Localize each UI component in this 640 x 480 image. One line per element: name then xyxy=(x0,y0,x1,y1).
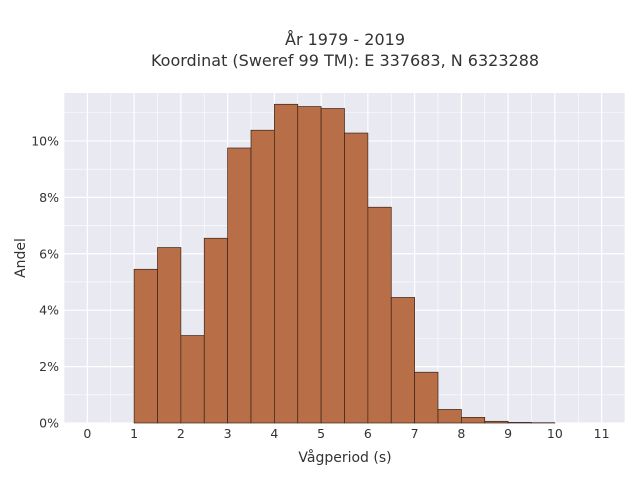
y-tick-label: 10% xyxy=(31,133,59,148)
histogram-bar xyxy=(437,409,462,424)
y-tick-label: 6% xyxy=(39,246,59,261)
x-tick-label: 6 xyxy=(364,426,372,441)
histogram-bar xyxy=(157,247,182,424)
x-tick-label: 2 xyxy=(177,426,185,441)
x-axis-title: Vågperiod (s) xyxy=(298,449,391,466)
x-tick-label: 9 xyxy=(504,426,512,441)
chart-title-line-2: Koordinat (Sweref 99 TM): E 337683, N 63… xyxy=(151,51,539,70)
x-tick-label: 3 xyxy=(224,426,232,441)
y-tick-label: 8% xyxy=(39,190,59,205)
y-axis-ticks: 0% 2% 4% 6% 8% 10% xyxy=(31,133,59,430)
histogram-bar xyxy=(367,206,392,424)
histogram-bars xyxy=(133,103,556,424)
x-tick-label: 4 xyxy=(270,426,278,441)
histogram-bar xyxy=(344,132,369,424)
y-tick-label: 4% xyxy=(39,303,59,318)
histogram-bar xyxy=(461,417,486,424)
histogram-bar xyxy=(180,335,205,424)
y-tick-label: 0% xyxy=(39,416,59,431)
histogram-bar xyxy=(507,422,532,424)
x-tick-label: 5 xyxy=(317,426,325,441)
x-tick-label: 1 xyxy=(130,426,138,441)
histogram-bar xyxy=(297,106,322,424)
y-axis-title: Andel xyxy=(13,238,29,278)
x-tick-label: 11 xyxy=(594,426,610,441)
x-tick-label: 0 xyxy=(83,426,91,441)
x-tick-label: 10 xyxy=(547,426,563,441)
histogram-bar xyxy=(484,420,509,424)
histogram-bar xyxy=(250,129,275,424)
histogram-bar xyxy=(390,297,415,424)
histogram-bar xyxy=(320,108,345,424)
x-tick-label: 8 xyxy=(457,426,465,441)
histogram-bar xyxy=(203,237,228,424)
chart-title-line-1: År 1979 - 2019 xyxy=(285,30,405,49)
y-tick-label: 2% xyxy=(39,359,59,374)
x-axis-ticks: 0 1 2 3 4 5 6 7 8 9 10 11 xyxy=(83,426,609,441)
histogram-bar xyxy=(227,147,252,424)
x-tick-label: 7 xyxy=(411,426,419,441)
histogram-bar xyxy=(133,268,158,424)
histogram-bar xyxy=(414,371,439,424)
histogram-bar xyxy=(274,103,299,424)
